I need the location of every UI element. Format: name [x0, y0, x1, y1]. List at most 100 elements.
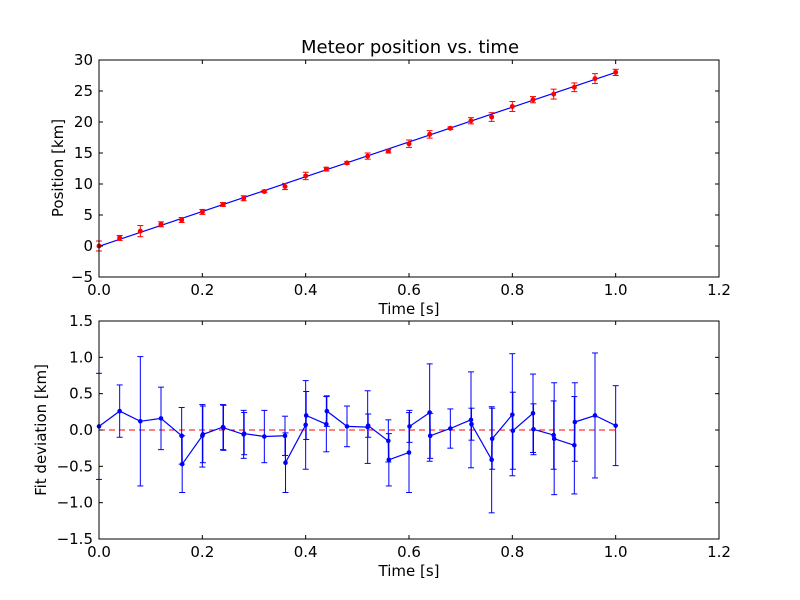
data-point	[427, 410, 432, 415]
data-point	[200, 432, 206, 437]
y-tick-label: 1.5	[69, 312, 93, 330]
data-point	[283, 460, 288, 466]
data-point	[303, 422, 308, 428]
y-tick-label: 1.0	[69, 348, 93, 366]
y-axis-label: Fit deviation [km]	[32, 364, 50, 496]
data-point	[469, 421, 474, 427]
y-tick-label: 10	[74, 175, 93, 193]
position-plot-ticks: 0.0 0.2 0.4 0.6 0.8 1.0 1.2 −5 0 5 10 15 20 25 30	[71, 51, 731, 299]
data-point	[303, 413, 309, 418]
data-point	[385, 148, 391, 154]
y-tick-label: 20	[74, 113, 93, 131]
data-point	[117, 235, 123, 241]
x-axis-label: Time [s]	[378, 562, 440, 580]
data-point	[282, 433, 288, 439]
x-tick-label: 0.8	[500, 543, 524, 561]
y-axis-label: Position [km]	[49, 119, 67, 217]
y-tick-label: −1.0	[57, 494, 93, 512]
data-point	[324, 408, 330, 414]
data-point	[592, 76, 598, 82]
data-point	[530, 97, 536, 103]
y-tick-label: 0.5	[69, 385, 93, 403]
data-point	[179, 461, 185, 467]
data-point	[447, 125, 453, 131]
data-point	[407, 424, 412, 429]
data-point	[427, 131, 433, 137]
data-point	[386, 457, 392, 463]
data-point	[572, 419, 578, 425]
data-point	[531, 426, 536, 432]
data-point	[551, 432, 556, 438]
y-tick-label: 30	[74, 51, 93, 69]
data-point	[365, 423, 371, 428]
y-tick-label: −0.5	[57, 457, 93, 475]
data-point	[489, 114, 495, 120]
data-point	[489, 457, 494, 463]
data-point	[241, 431, 247, 436]
data-point	[572, 442, 577, 448]
position-plot: Meteor position vs. time 0.0 0.2 0.4 0.6 0.8…	[49, 37, 731, 318]
deviation-plot: 0.0 0.2 0.4 0.6 0.8 1.0 1.2 −1.5 −1.0 −0.5 0.0 0.5 1…	[32, 312, 731, 580]
x-tick-label: 0.0	[87, 543, 111, 561]
x-tick-label: 0.6	[397, 543, 421, 561]
data-point	[137, 228, 143, 234]
data-point	[262, 434, 267, 439]
data-point	[179, 217, 185, 223]
x-tick-label: 1.0	[604, 281, 628, 299]
x-tick-label: 1.2	[707, 543, 731, 561]
y-tick-label: 25	[74, 82, 93, 100]
data-point	[427, 433, 433, 439]
data-point	[158, 221, 164, 227]
data-point	[510, 428, 516, 434]
data-point	[261, 188, 267, 194]
y-tick-label: −5	[71, 268, 93, 286]
data-point	[179, 433, 184, 439]
data-point	[510, 412, 515, 418]
data-point	[344, 424, 350, 429]
data-point	[282, 183, 288, 189]
x-tick-label: 1.0	[604, 543, 628, 561]
data-point	[613, 69, 619, 75]
x-tick-label: 0.0	[87, 281, 111, 299]
data-point	[344, 160, 350, 166]
data-point	[138, 418, 143, 424]
data-point	[592, 413, 598, 418]
data-point	[220, 201, 226, 207]
x-tick-label: 0.2	[190, 543, 214, 561]
data-point	[509, 104, 515, 109]
x-tick-label: 0.8	[500, 281, 524, 299]
data-point	[448, 426, 453, 431]
y-tick-label: 0.0	[69, 421, 93, 439]
deviation-plot-ticks: 0.0 0.2 0.4 0.6 0.8 1.0 1.2 −1.5 −1.0 −0.5 0.0 0.5 1…	[57, 312, 731, 561]
data-point	[241, 195, 247, 201]
data-point	[199, 209, 205, 215]
data-point	[406, 141, 412, 147]
chart-title: Meteor position vs. time	[301, 37, 519, 58]
y-tick-label: 5	[83, 206, 93, 224]
data-point	[221, 425, 226, 431]
data-point	[551, 91, 557, 97]
data-point	[117, 408, 122, 414]
y-tick-label: 0	[83, 237, 93, 255]
x-axis-label: Time [s]	[378, 300, 440, 318]
data-point	[303, 173, 309, 179]
data-point	[365, 153, 371, 159]
position-plot-content	[96, 68, 619, 252]
data-point	[323, 166, 329, 172]
x-tick-label: 1.2	[707, 281, 731, 299]
fit-line	[98, 71, 616, 247]
data-point	[468, 118, 474, 124]
data-point	[386, 438, 391, 444]
data-point	[489, 436, 495, 442]
x-tick-label: 0.2	[190, 281, 214, 299]
data-point	[530, 410, 536, 416]
x-tick-label: 0.4	[294, 543, 318, 561]
deviation-plot-content	[96, 352, 619, 514]
data-point	[406, 450, 412, 455]
data-point	[613, 423, 618, 428]
y-tick-label: 15	[74, 144, 93, 162]
data-point	[324, 421, 329, 427]
x-tick-label: 0.6	[397, 281, 421, 299]
